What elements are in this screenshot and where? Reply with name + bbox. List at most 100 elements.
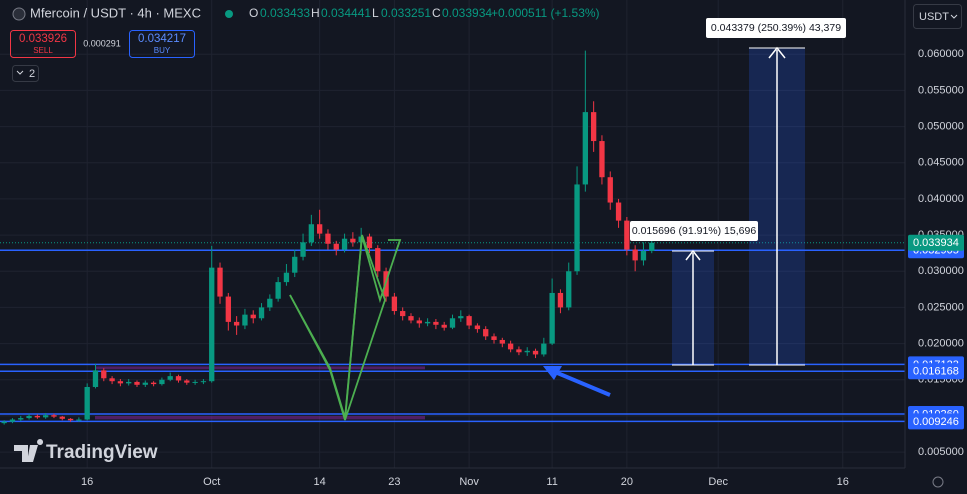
candle-body [76,419,82,421]
zone [95,366,425,370]
level-label: 0.009246 [913,416,959,428]
candle-body [366,236,373,249]
candle-body [26,415,32,419]
candle-body [449,318,456,328]
candle-body [507,343,514,350]
buy-price: 0.034217 [138,33,186,45]
candle-body [184,380,190,383]
currency: USDT [919,11,949,23]
grid [0,0,905,468]
candle-body [474,325,481,330]
ohlc-key: C [432,6,441,20]
x-tick-label: 14 [314,476,326,488]
candle-body [532,350,539,355]
x-tick-label: Nov [459,476,479,488]
pointer-arrow [554,370,611,397]
y-tick-label: 0.020000 [918,337,964,349]
x-tick-label: Oct [203,476,220,488]
pointer-arrow-head [543,366,562,380]
y-tick-label: 0.025000 [918,301,964,313]
pattern-arrow [388,239,402,253]
candle-body [441,324,447,328]
candle-body [43,415,49,418]
levels [0,242,905,423]
candle-body [557,292,564,308]
y-tick-label: 0.005000 [918,446,964,458]
candle-body [9,419,16,422]
ohlc-key: H [311,6,320,20]
sell-button[interactable] [10,30,76,58]
chevron [950,14,958,19]
indicator-toggle[interactable] [12,65,39,82]
last-price-box [908,234,964,251]
candle-body [599,141,605,178]
settings-icon[interactable] [932,476,944,488]
ohlc-key: O [249,6,258,20]
candle-body [1,421,7,424]
candle-body [308,224,315,243]
candle-body [109,378,115,382]
watermark-logo [14,439,44,462]
candles [1,50,655,425]
ohlc-key: L [372,6,379,20]
candle-body [541,343,547,355]
candle-body [67,418,74,421]
candle-body [607,177,613,203]
candle-body [566,271,572,308]
candle-body [275,282,281,299]
candle-body [416,320,422,324]
candle-body [101,370,107,379]
candle-body [117,381,124,384]
candle-body [333,243,339,250]
x-tick-label: 11 [546,476,557,488]
spread: 0.000291 [83,38,121,48]
ohlc-value: 0.034441 [321,6,371,20]
y-tick-label: 0.045000 [918,157,964,169]
candle-body [175,376,182,381]
x-tick-label: 16 [837,476,849,488]
candle-body [217,267,223,297]
candle-body [649,242,655,251]
x-tick-label: 23 [388,476,400,488]
candle-body [242,314,248,326]
price-axis: 0.0050000.0100000.0150000.0200000.025000… [908,48,964,458]
zone [95,416,425,420]
candle-body [491,336,497,340]
ohlc-change: +0.000511 (+1.53%) [491,6,600,20]
candle-body [159,379,165,385]
candle-body [640,250,647,261]
candle-body [283,272,290,283]
measure-label-box [630,221,758,241]
measure-label-box [706,18,846,38]
candle-body [34,415,41,418]
buy-button[interactable] [129,30,195,58]
candle-body [375,248,381,272]
candle-body [624,220,630,250]
ohlc-value: 0.033251 [381,6,431,20]
currency-select[interactable] [913,4,962,29]
symbol[interactable]: Mfercoin / USDT · 4h · MEXC [30,5,201,20]
candle-body [499,339,505,344]
pattern-line [289,235,401,419]
candle-body [316,224,323,234]
candle-body [225,296,231,322]
candle-body [458,316,464,319]
candle-body [632,249,638,261]
y-tick-label: 0.055000 [918,84,964,96]
candle-body [126,381,132,384]
candle-body [483,329,489,337]
watermark: TradingView [46,442,158,463]
candle-body [400,311,406,317]
sell-label: SELL [33,46,53,55]
candle-body [250,314,256,319]
candle-body [258,307,265,319]
level-label-box [908,363,964,380]
candle-body [167,376,173,380]
candle-body [424,321,431,324]
measure-label: 0.015696 (91.91%) 15,696 [632,225,757,237]
candle-body [300,242,306,257]
buy-label: BUY [154,46,171,55]
candle-body [18,418,24,420]
